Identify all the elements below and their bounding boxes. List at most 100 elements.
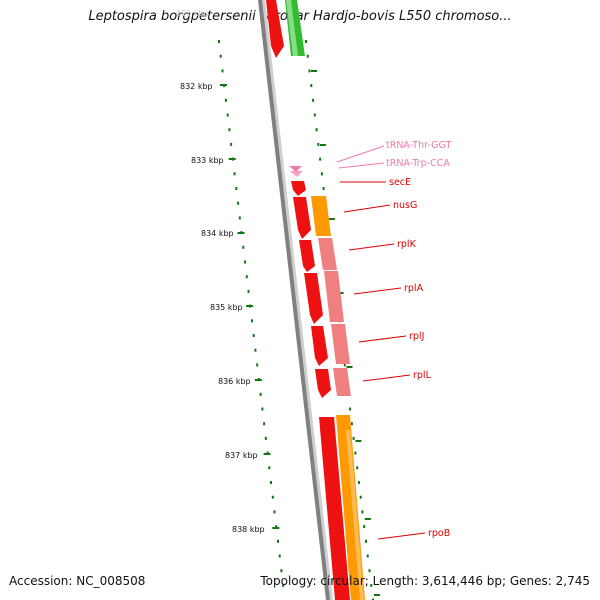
outer-scale-dot [366, 554, 369, 558]
track-rplK-pink[interactable] [318, 238, 337, 270]
outer-scale-dot [370, 583, 373, 587]
scale-dot [224, 98, 227, 102]
scale-dot [271, 495, 274, 499]
track-rpoB-orange-highlight [346, 430, 364, 600]
scale-major-tick [246, 305, 254, 307]
gene-label-rplA[interactable]: rplA [404, 283, 424, 294]
gene-block-top-red[interactable] [266, 0, 284, 58]
faded-top-label: 831 kbp [176, 9, 209, 18]
outer-scale-major-tick [319, 144, 326, 146]
scale-dot [275, 525, 278, 529]
scale-dot [264, 436, 267, 440]
outer-scale-dot [349, 407, 352, 411]
scale-dot [278, 554, 281, 558]
outer-scale-dot [359, 495, 362, 499]
outer-scale-dot [310, 84, 313, 88]
leader-rplA [353, 287, 402, 295]
genome-backbone [258, 0, 330, 600]
scale-dot [280, 569, 283, 573]
scale-major-tick [220, 84, 227, 86]
gene-rplJ[interactable] [311, 326, 328, 366]
scale-dot [226, 113, 229, 117]
scale-dot [237, 201, 240, 205]
outer-scale-major-tick [355, 440, 362, 442]
scale-dot [245, 275, 248, 279]
track-rplA-pink[interactable] [324, 271, 344, 322]
gene-label-trna-trp-cca[interactable]: tRNA-Trp-CCA [386, 158, 450, 169]
scale-dot [238, 216, 241, 220]
scale-dot [252, 334, 255, 337]
outer-scale-major-tick [337, 292, 344, 294]
scale-dot [218, 40, 220, 43]
gene-label-trna-thr-ggt[interactable]: tRNA-Thr-GGT [386, 140, 452, 151]
leader-nusG [343, 204, 391, 213]
gene-rpoB[interactable] [319, 417, 350, 600]
gene-label-rplJ[interactable]: rplJ [409, 331, 424, 342]
map-title: Leptospira borgpetersenii serovar Hardjo… [88, 9, 512, 24]
scale-dot [261, 407, 264, 411]
outer-scale-dot [306, 54, 309, 58]
scale-major-tick [237, 232, 245, 234]
outer-scale-major-tick [346, 366, 353, 368]
outer-scale-dot [319, 157, 322, 161]
scale-dot [254, 348, 257, 352]
track-nusG-orange[interactable] [311, 196, 331, 236]
scale-dot [282, 583, 285, 587]
track-rplL-pink[interactable] [333, 368, 351, 396]
leader-rplJ [358, 335, 407, 343]
outer-scale-dot [343, 363, 346, 367]
gene-block-top-green-highlight [286, 0, 298, 56]
outer-scale-dot [365, 539, 367, 543]
scale-dot [230, 142, 233, 146]
outer-scale-dot [361, 510, 364, 514]
outer-scale-dot [317, 142, 320, 146]
gene-label-rplL[interactable]: rplL [413, 370, 432, 381]
scale-dot [273, 510, 276, 514]
outer-scale-dot [313, 113, 316, 117]
outer-scale-dot [322, 187, 325, 190]
scale-dot [270, 481, 272, 484]
scale-dot [268, 466, 271, 470]
trna-thr-ggt-arrow[interactable] [289, 166, 302, 172]
gene-rplA[interactable] [304, 273, 323, 324]
scale-dot [242, 245, 245, 249]
scale-dot [228, 128, 231, 132]
outer-scale-dot [354, 451, 357, 455]
scale-dot [277, 539, 279, 543]
scale-label-837: 837 kbp [225, 451, 258, 460]
trna-trp-cca-arrow[interactable] [290, 171, 303, 177]
scale-label-836: 836 kbp [218, 377, 251, 386]
gene-label-rplK[interactable]: rplK [397, 239, 417, 250]
scale-ticks [220, 70, 380, 596]
outer-scale-major-tick [364, 518, 371, 520]
scale-major-tick [228, 158, 236, 160]
gene-nusG[interactable] [293, 197, 311, 239]
outer-scale-dot [305, 40, 307, 43]
outer-scale-dot [357, 481, 360, 484]
track-rplJ-pink[interactable] [331, 324, 350, 364]
scale-dot [256, 363, 259, 367]
gene-secE[interactable] [291, 181, 306, 196]
scale-dot [221, 69, 224, 73]
genome-summary-text: Topology: circular; Length: 3,614,446 bp… [260, 574, 590, 588]
leader-trna-thr [336, 145, 385, 163]
scale-dot [251, 319, 253, 323]
outer-scale-dot [320, 172, 323, 176]
gene-rplK[interactable] [299, 240, 315, 272]
gene-label-rpoB[interactable]: rpoB [428, 528, 450, 539]
outer-scale-dot [352, 436, 355, 440]
accession-text: Accession: NC_008508 [9, 574, 146, 588]
scale-dot [233, 172, 236, 176]
leader-trna-trp [338, 162, 385, 169]
scale-dot [263, 422, 266, 426]
outer-scale-dot [368, 569, 371, 573]
gene-rplL[interactable] [315, 369, 331, 398]
gene-label-nusG[interactable]: nusG [393, 200, 417, 211]
scale-label-838: 838 kbp [232, 525, 265, 534]
outer-scale-major-tick [328, 218, 335, 220]
outer-scale-major-tick [373, 594, 380, 596]
scale-label-835: 835 kbp [210, 303, 243, 312]
gene-label-secE[interactable]: secE [389, 177, 411, 188]
